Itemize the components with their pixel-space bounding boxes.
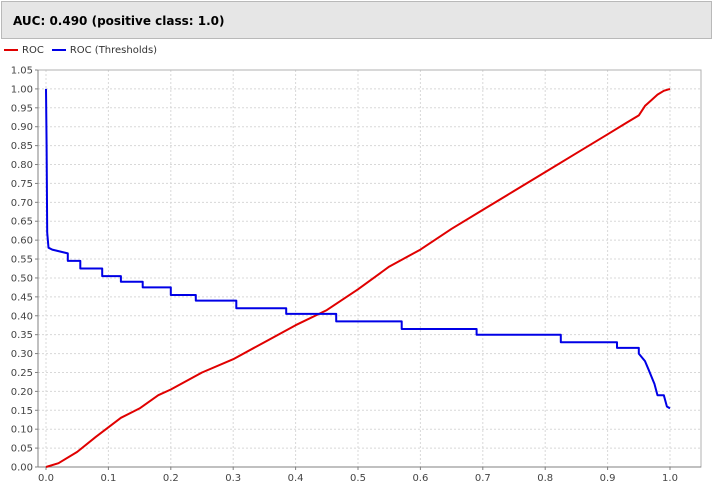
y-tick-label: 1.00 (11, 84, 33, 95)
y-tick-label: 0.05 (11, 444, 33, 455)
x-tick-label: 0.6 (412, 473, 428, 484)
y-tick-label: 0.50 (11, 273, 33, 284)
y-tick-label: 0.45 (11, 292, 33, 303)
legend-label-roc: ROC (22, 44, 44, 56)
legend-swatch-roc (4, 49, 18, 51)
x-tick-label: 0.9 (600, 473, 616, 484)
y-tick-label: 0.85 (11, 141, 33, 152)
y-tick-label: 1.05 (11, 66, 33, 77)
x-tick-label: 1.0 (662, 473, 678, 484)
x-tick-label: 0.2 (163, 473, 179, 484)
y-tick-label: 0.15 (11, 406, 33, 417)
axes (35, 69, 702, 470)
y-tick-label: 0.55 (11, 255, 33, 266)
roc-thresholds-line (45, 88, 671, 410)
y-tick-label: 0.60 (11, 236, 33, 247)
tick-labels: 0.00 0.05 0.10 0.15 0.20 0.25 0.30 0.35 0.40 0.45… (11, 66, 678, 485)
y-tick-label: 0.95 (11, 103, 33, 114)
y-tick-label: 0.30 (11, 349, 33, 360)
x-tick-label: 0.7 (475, 473, 491, 484)
roc-line (45, 87, 671, 468)
x-tick-label: 0.8 (537, 473, 553, 484)
legend-label-thresholds: ROC (Thresholds) (69, 44, 158, 56)
y-tick-label: 0.80 (11, 160, 33, 171)
y-tick-label: 0.90 (11, 122, 33, 133)
legend-item-thresholds: ROC (Thresholds) (51, 44, 158, 56)
y-tick-label: 0.35 (11, 330, 33, 341)
chart-title: AUC: 0.490 (positive class: 1.0) (13, 14, 225, 28)
y-tick-label: 0.65 (11, 217, 33, 228)
y-tick-label: 0.20 (11, 387, 33, 398)
x-tick-label: 0.5 (350, 473, 366, 484)
x-tick-label: 0.0 (38, 473, 54, 484)
y-tick-label: 0.40 (11, 311, 33, 322)
y-tick-label: 0.75 (11, 179, 33, 190)
legend-swatch-thresholds (51, 49, 66, 51)
y-tick-label: 0.10 (11, 425, 33, 436)
x-tick-label: 0.3 (225, 473, 241, 484)
y-tick-label: 0.70 (11, 198, 33, 209)
x-tick-label: 0.1 (100, 473, 116, 484)
chart-legend: ROC ROC (Thresholds) (4, 43, 165, 57)
x-tick-label: 0.4 (288, 473, 304, 484)
legend-item-roc: ROC (4, 45, 44, 56)
y-tick-label: 0.00 (11, 463, 33, 474)
grid (38, 69, 701, 468)
y-tick-label: 0.25 (11, 368, 33, 379)
series-lines (45, 87, 671, 468)
plot-background (38, 70, 701, 467)
chart-title-bar: AUC: 0.490 (positive class: 1.0) (1, 1, 712, 39)
